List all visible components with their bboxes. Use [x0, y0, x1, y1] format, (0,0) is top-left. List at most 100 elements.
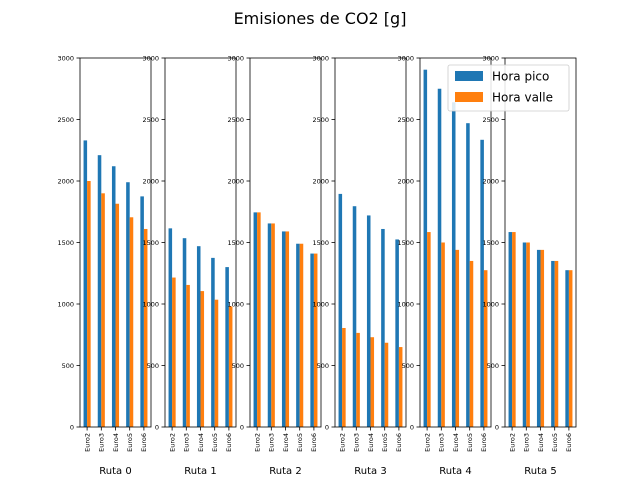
x-axis-label: Ruta 0 — [99, 466, 131, 477]
x-tick-label: Euro6 — [140, 433, 148, 452]
x-axis-label: Ruta 1 — [184, 466, 216, 477]
bar-hora-pico-euro2 — [168, 228, 173, 427]
x-tick-label: Euro5 — [126, 433, 134, 452]
bar-hora-pico-euro2 — [83, 140, 88, 427]
x-tick-label: Euro6 — [565, 433, 573, 452]
bar-hora-pico-euro4 — [196, 246, 201, 427]
y-tick-label: 2500 — [397, 116, 414, 124]
y-tick-label: 2500 — [482, 116, 499, 124]
x-tick-label: Euro3 — [523, 433, 531, 452]
x-tick-label: Euro5 — [551, 433, 559, 452]
y-tick-label: 0 — [155, 423, 159, 431]
bar-hora-pico-euro5 — [211, 257, 215, 428]
chart-panels: 0 500 1000 1500 2000 2500 3000 Euro2 Euro3 Euro4 E… — [57, 54, 577, 477]
bar-hora-valle-euro4 — [370, 337, 375, 427]
y-tick-label: 3000 — [227, 54, 244, 62]
bar-hora-valle-euro5 — [469, 260, 474, 427]
bar-hora-pico-euro6 — [140, 196, 144, 428]
y-tick-label: 1500 — [227, 239, 244, 247]
legend-label: Hora pico — [492, 70, 549, 84]
x-tick-label: Euro4 — [112, 433, 120, 452]
x-axis-label: Ruta 3 — [354, 466, 386, 477]
y-tick-label: 500 — [232, 362, 244, 370]
bar-hora-pico-euro6 — [565, 270, 569, 427]
y-tick-label: 2000 — [482, 177, 499, 185]
bar-hora-valle-euro4 — [455, 249, 460, 427]
subplot-2: 0 500 1000 1500 2000 2500 3000 Euro2 Euro3 Euro4 E… — [227, 54, 322, 477]
bar-hora-valle-euro6 — [483, 270, 488, 427]
x-axis-label: Ruta 5 — [524, 466, 556, 477]
x-tick-label: Euro2 — [338, 433, 346, 452]
bar-hora-valle-euro2 — [172, 277, 176, 427]
y-tick-label: 2500 — [142, 116, 159, 124]
y-tick-label: 2500 — [57, 116, 74, 124]
bar-hora-pico-euro3 — [267, 223, 272, 427]
chart-legend: Hora pico Hora valle — [447, 64, 570, 112]
y-tick-label: 3000 — [312, 54, 329, 62]
subplot-1: 0 500 1000 1500 2000 2500 3000 Euro2 Euro3 Euro4 E… — [142, 54, 237, 477]
bar-hora-pico-euro6 — [480, 139, 484, 428]
x-tick-label: Euro4 — [537, 433, 545, 452]
legend-swatch — [455, 92, 483, 102]
y-tick-label: 2000 — [397, 177, 414, 185]
y-tick-label: 3000 — [482, 54, 499, 62]
x-tick-label: Euro3 — [438, 433, 446, 452]
bar-hora-pico-euro5 — [466, 123, 470, 427]
bar-hora-pico-euro6 — [395, 239, 399, 427]
x-tick-label: Euro4 — [282, 433, 290, 452]
y-tick-label: 1000 — [312, 300, 329, 308]
y-tick-label: 500 — [402, 362, 414, 370]
y-tick-label: 0 — [495, 423, 499, 431]
bar-hora-valle-euro4 — [115, 203, 120, 427]
x-tick-label: Euro5 — [381, 433, 389, 452]
bar-hora-pico-euro2 — [508, 232, 513, 427]
bar-hora-valle-euro2 — [87, 181, 91, 427]
y-tick-label: 0 — [240, 423, 244, 431]
x-tick-label: Euro4 — [197, 433, 205, 452]
x-tick-label: Euro2 — [253, 433, 261, 452]
y-tick-label: 1000 — [482, 300, 499, 308]
bar-hora-valle-euro6 — [313, 253, 318, 427]
bar-hora-pico-euro4 — [451, 102, 456, 427]
bar-hora-valle-euro6 — [398, 347, 403, 427]
y-tick-label: 2000 — [57, 177, 74, 185]
bar-hora-valle-euro6 — [228, 306, 233, 427]
x-tick-label: Euro6 — [310, 433, 318, 452]
legend-swatch — [455, 71, 483, 81]
bar-hora-valle-euro3 — [526, 242, 530, 427]
x-tick-label: Euro6 — [395, 433, 403, 452]
x-tick-label: Euro3 — [268, 433, 276, 452]
y-tick-label: 2500 — [227, 116, 244, 124]
bar-hora-valle-euro2 — [257, 212, 261, 427]
bar-hora-valle-euro4 — [200, 291, 205, 427]
bar-hora-pico-euro6 — [225, 267, 229, 427]
x-tick-label: Euro4 — [452, 433, 460, 452]
bar-hora-pico-euro3 — [182, 238, 187, 427]
y-tick-label: 1500 — [312, 239, 329, 247]
bar-hora-valle-euro3 — [186, 284, 190, 427]
bar-hora-valle-euro4 — [540, 249, 545, 427]
bar-hora-pico-euro3 — [97, 155, 102, 428]
x-axis-label: Ruta 2 — [269, 466, 301, 477]
subplot-4: 0 500 1000 1500 2000 2500 3000 Euro2 Euro3 Euro4 E… — [397, 54, 492, 477]
y-tick-label: 1500 — [142, 239, 159, 247]
bar-hora-valle-euro2 — [512, 232, 516, 427]
bar-hora-valle-euro5 — [214, 299, 219, 427]
bar-hora-pico-euro5 — [126, 182, 130, 427]
chart-title: Emisiones de CO2 [g] — [234, 9, 407, 28]
y-tick-label: 3000 — [142, 54, 159, 62]
bar-hora-valle-euro3 — [101, 193, 105, 427]
y-tick-label: 0 — [70, 423, 74, 431]
bar-hora-pico-euro4 — [111, 166, 116, 428]
x-tick-label: Euro2 — [508, 433, 516, 452]
y-tick-label: 500 — [317, 362, 329, 370]
legend-label: Hora valle — [492, 91, 553, 105]
y-tick-label: 1000 — [142, 300, 159, 308]
bar-hora-pico-euro5 — [381, 228, 385, 427]
bar-hora-pico-euro3 — [352, 206, 357, 427]
y-tick-label: 1000 — [397, 300, 414, 308]
bar-hora-pico-euro3 — [437, 88, 442, 427]
x-tick-label: Euro5 — [296, 433, 304, 452]
